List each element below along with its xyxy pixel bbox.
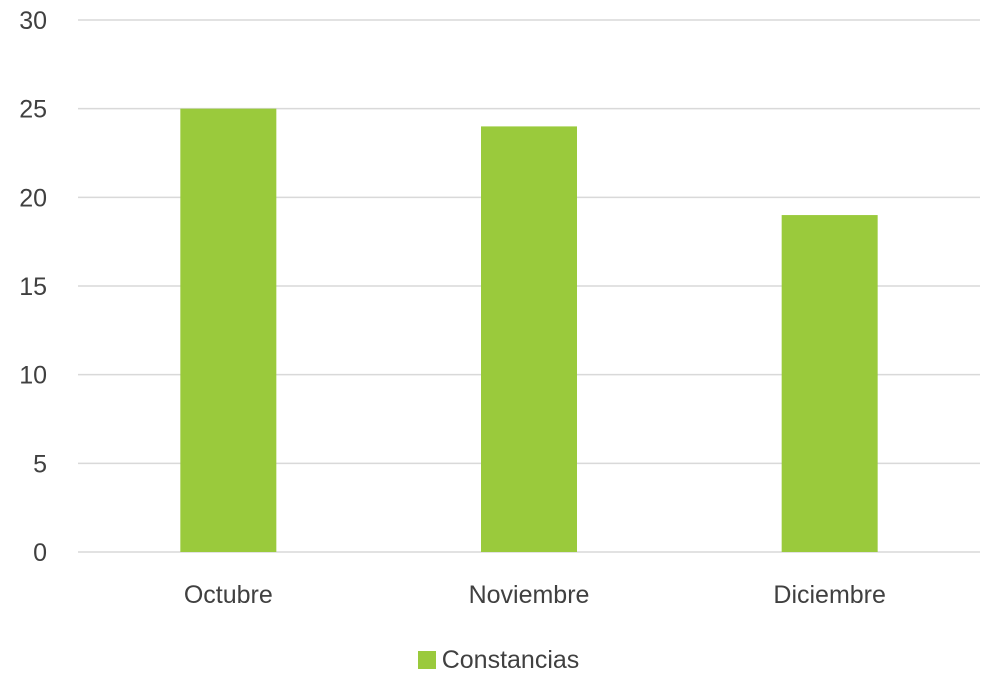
x-tick-label: Noviembre	[469, 581, 590, 609]
legend: Constancias	[0, 640, 997, 680]
y-tick-label: 10	[19, 362, 47, 390]
legend-label: Constancias	[442, 646, 580, 675]
x-axis-ticks: Octubre Noviembre Diciembre	[184, 581, 886, 609]
bar	[782, 215, 878, 552]
bar	[180, 109, 276, 552]
y-tick-label: 15	[19, 273, 47, 301]
bar	[481, 126, 577, 552]
y-tick-label: 20	[19, 184, 47, 212]
x-tick-label: Diciembre	[773, 581, 886, 609]
y-axis-ticks: 0 5 10 15 20 25 30	[19, 7, 47, 567]
y-tick-label: 25	[19, 96, 47, 124]
legend-entry: Constancias	[418, 646, 580, 675]
legend-swatch	[418, 651, 436, 669]
y-tick-label: 0	[33, 539, 47, 567]
y-tick-label: 30	[19, 7, 47, 35]
x-tick-label: Octubre	[184, 581, 273, 609]
y-tick-label: 5	[33, 450, 47, 478]
bars	[180, 109, 877, 552]
